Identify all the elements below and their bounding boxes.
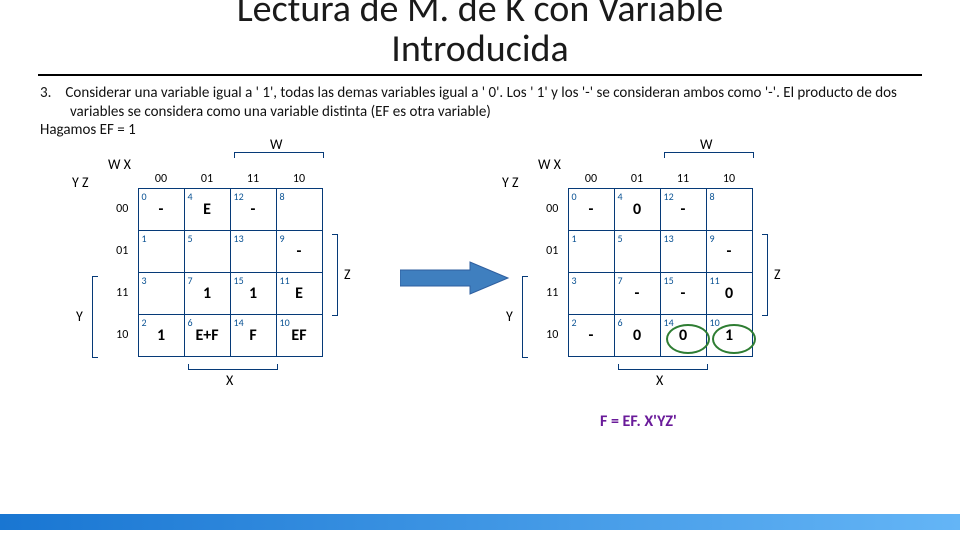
cell: 9- — [276, 230, 322, 272]
cell: 6E+F — [184, 314, 230, 356]
cell: 140 — [660, 314, 706, 356]
cell: 21 — [138, 314, 184, 356]
cell: 3 — [568, 272, 614, 314]
z-bracket-right — [762, 234, 768, 316]
cell: 40 — [614, 188, 660, 230]
row-hdr: 11 — [540, 272, 568, 314]
arrow-icon — [400, 260, 510, 296]
cell: 5 — [614, 230, 660, 272]
x-bracket-left — [188, 364, 278, 370]
col-hdr: 11 — [660, 170, 706, 188]
result-expression: F = EF. X'YZ' — [600, 412, 677, 431]
y-label-right: Y — [506, 308, 513, 325]
cell: 13 — [660, 230, 706, 272]
z-bracket-left — [332, 234, 338, 316]
cell: 12- — [660, 188, 706, 230]
cell: 5 — [184, 230, 230, 272]
yz-label-right: Y Z — [502, 174, 519, 191]
y-label-left: Y — [76, 308, 83, 325]
y-bracket-left — [92, 276, 98, 358]
yz-label-left: Y Z — [72, 174, 89, 191]
row-hdr: 11 — [110, 272, 138, 314]
cell: 11E — [276, 272, 322, 314]
col-hdr: 10 — [706, 170, 752, 188]
w-label-right: W — [700, 136, 712, 153]
y-bracket-right — [522, 276, 528, 358]
col-hdr: 01 — [184, 170, 230, 188]
cell: 4E — [184, 188, 230, 230]
kmap-left-grid: 00 01 11 10 00 0- 4E 12- 8 01 1 5 13 9- … — [110, 170, 323, 357]
col-hdr: 00 — [138, 170, 184, 188]
row-hdr: 00 — [540, 188, 568, 230]
cell: 0- — [568, 188, 614, 230]
row-hdr: 01 — [110, 230, 138, 272]
slide-title: Lectura de M. de K con Variable Introduc… — [0, 0, 960, 70]
cell: 1 — [138, 230, 184, 272]
cell: 151 — [230, 272, 276, 314]
step-number: 3. — [40, 84, 62, 103]
z-label-right: Z — [774, 266, 781, 283]
cell: 101 — [706, 314, 752, 356]
step-text: Considerar una variable igual a ' 1', to… — [65, 84, 896, 121]
cell: 2- — [568, 314, 614, 356]
row-hdr: 01 — [540, 230, 568, 272]
x-label-right: X — [656, 372, 663, 389]
step-paragraph: 3. Considerar una variable igual a ' 1',… — [70, 84, 912, 140]
cell: 71 — [184, 272, 230, 314]
col-hdr: 01 — [614, 170, 660, 188]
z-label-left: Z — [344, 266, 351, 283]
col-hdr: 00 — [568, 170, 614, 188]
col-hdr: 10 — [276, 170, 322, 188]
step-tail: Hagamos EF = 1 — [40, 121, 136, 139]
w-label-left: W — [270, 136, 282, 153]
cell: 7- — [614, 272, 660, 314]
col-hdr: 11 — [230, 170, 276, 188]
title-line-2: Introducida — [391, 26, 568, 72]
title-underline — [38, 74, 922, 76]
cell: 14F — [230, 314, 276, 356]
cell: 110 — [706, 272, 752, 314]
figures-area: W X Y Z W Z Y X 00 01 11 10 00 0- 4E 12- — [0, 150, 960, 460]
cell: 0- — [138, 188, 184, 230]
cell: 60 — [614, 314, 660, 356]
cell: 15- — [660, 272, 706, 314]
cell: 9- — [706, 230, 752, 272]
cell: 12- — [230, 188, 276, 230]
x-bracket-right — [618, 364, 708, 370]
x-label-left: X — [226, 372, 233, 389]
cell: 13 — [230, 230, 276, 272]
row-hdr: 00 — [110, 188, 138, 230]
cell: 3 — [138, 272, 184, 314]
cell: 8 — [276, 188, 322, 230]
cell: 10EF — [276, 314, 322, 356]
kmap-right: W X Y Z W Z Y X 00 01 11 10 00 0- 40 12- — [540, 150, 753, 357]
cell: 1 — [568, 230, 614, 272]
cell: 8 — [706, 188, 752, 230]
footer-accent-bar — [0, 514, 960, 530]
kmap-right-grid: 00 01 11 10 00 0- 40 12- 8 01 1 5 13 9- … — [540, 170, 753, 357]
row-hdr: 10 — [110, 314, 138, 356]
row-hdr: 10 — [540, 314, 568, 356]
kmap-left: W X Y Z W Z Y X 00 01 11 10 00 0- 4E 12- — [110, 150, 323, 357]
